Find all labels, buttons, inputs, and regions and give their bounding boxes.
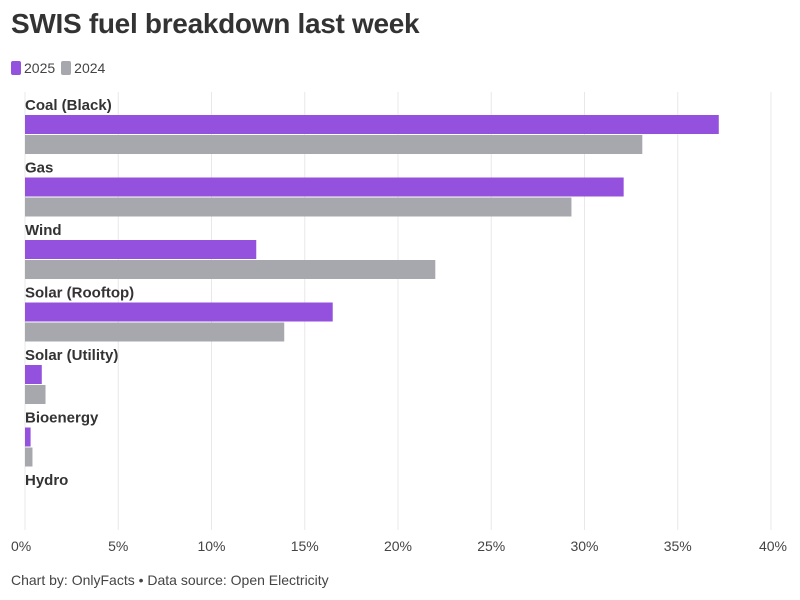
- x-tick-label: 35%: [664, 538, 692, 554]
- legend-item-2024: 2024: [61, 60, 105, 76]
- bar-2025: [25, 115, 719, 134]
- legend-swatch-2024: [61, 61, 72, 75]
- legend: 2025 2024: [11, 60, 111, 76]
- category-label: Gas: [25, 160, 53, 177]
- bar-2025: [25, 302, 333, 322]
- bar-2024: [25, 260, 436, 279]
- bar-2025: [25, 177, 624, 197]
- x-tick-label: 20%: [384, 538, 412, 554]
- chart-title: SWIS fuel breakdown last week: [11, 8, 420, 39]
- bar-2025: [25, 240, 257, 259]
- legend-label-2025: 2025: [24, 60, 56, 76]
- x-tick-label: 10%: [197, 538, 225, 554]
- bar-2025: [25, 427, 31, 447]
- bar-2024: [25, 447, 33, 467]
- legend-label-2024: 2024: [74, 60, 106, 76]
- x-tick-label: 0%: [11, 538, 31, 554]
- category-label: Solar (Utility): [25, 347, 118, 364]
- category-label: Solar (Rooftop): [25, 285, 134, 302]
- x-tick-label: 5%: [108, 538, 128, 554]
- chart-footer: Chart by: OnlyFacts • Data source: Open …: [11, 572, 329, 588]
- legend-item-2025: 2025: [11, 60, 55, 76]
- bar-2024: [25, 385, 46, 404]
- bar-chart: 0% 5% 10% 15% 20% 25% 30% 35% 40% Coal (Black) Gas…: [11, 92, 787, 554]
- category-label: Wind: [25, 222, 62, 239]
- bar-2025: [25, 365, 42, 384]
- bar-2024: [25, 197, 572, 217]
- x-tick-label: 30%: [570, 538, 598, 554]
- x-tick-label: 40%: [759, 538, 787, 554]
- bar-2024: [25, 322, 285, 342]
- category-label: Coal (Black): [25, 97, 112, 114]
- category-label: Hydro: [25, 472, 68, 489]
- category-label: Bioenergy: [25, 410, 99, 427]
- x-tick-label: 25%: [477, 538, 505, 554]
- legend-swatch-2025: [11, 61, 21, 75]
- bar-2024: [25, 135, 643, 154]
- x-tick-label: 15%: [291, 538, 319, 554]
